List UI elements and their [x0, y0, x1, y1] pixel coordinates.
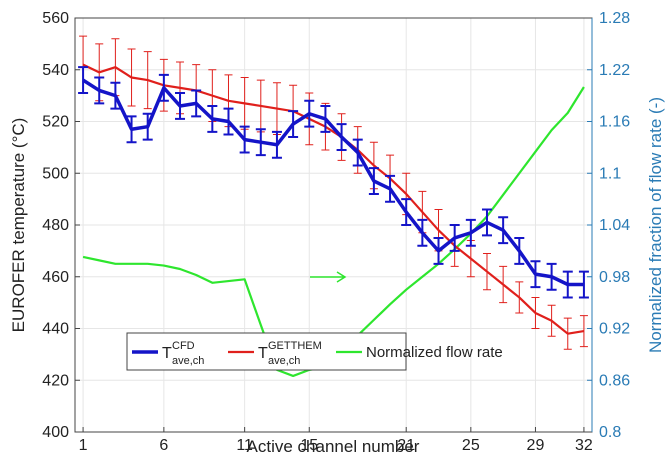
legend-label: T: [162, 345, 172, 362]
legend-label-sub: ave,ch: [268, 355, 300, 367]
y2-tick-label: 1.22: [599, 62, 630, 79]
x-tick-label: 29: [527, 437, 545, 454]
y-tick-label: 400: [42, 424, 69, 441]
annotation-arrow: [310, 271, 347, 283]
series-line: [82, 78, 584, 287]
y-tick-label: 560: [42, 10, 69, 27]
legend-label: T: [258, 345, 268, 362]
y-tick-label: 440: [42, 321, 69, 338]
y2-tick-label: 1.16: [599, 114, 630, 131]
legend-label-sup: GETTHEM: [268, 340, 322, 352]
x-tick-label: 21: [397, 437, 415, 454]
error-bar: [578, 270, 589, 299]
x-tick-label: 32: [575, 437, 593, 454]
x-tick-label: 11: [236, 437, 253, 454]
error-bar: [579, 315, 588, 348]
y-tick-label: 460: [42, 269, 69, 286]
y-tick-label: 480: [42, 217, 69, 234]
y-tick-label: 540: [42, 62, 69, 79]
y-tick-label: 500: [42, 165, 69, 182]
series-line: [82, 63, 585, 335]
y2-tick-label: 1.04: [599, 217, 630, 234]
error-bar: [78, 66, 89, 95]
y2-tick-label: 0.86: [599, 372, 630, 389]
y-tick-label: 520: [42, 114, 69, 131]
legend-label: Normalized flow rate: [366, 344, 503, 361]
x-tick-label: 6: [159, 437, 168, 454]
y-axis-label: EUROFER temperature (°C): [9, 118, 28, 333]
x-axis-label: Active channel number: [247, 437, 420, 456]
x-tick-label: 15: [300, 437, 318, 454]
legend-label-sub: ave,ch: [172, 355, 204, 367]
plot: [78, 35, 589, 378]
legend-label-sup: CFD: [172, 340, 195, 352]
x-tick-label: 1: [79, 437, 88, 454]
y2-axis-label: Normalized fraction of flow rate (-): [646, 97, 665, 353]
y-tick-label: 420: [42, 372, 69, 389]
y2-tick-label: 1.1: [599, 165, 621, 182]
y2-tick-label: 0.98: [599, 269, 630, 286]
y2-tick-label: 0.92: [599, 321, 630, 338]
x-tick-label: 25: [462, 437, 480, 454]
y2-tick-label: 0.8: [599, 424, 621, 441]
y2-tick-label: 1.28: [599, 10, 630, 27]
